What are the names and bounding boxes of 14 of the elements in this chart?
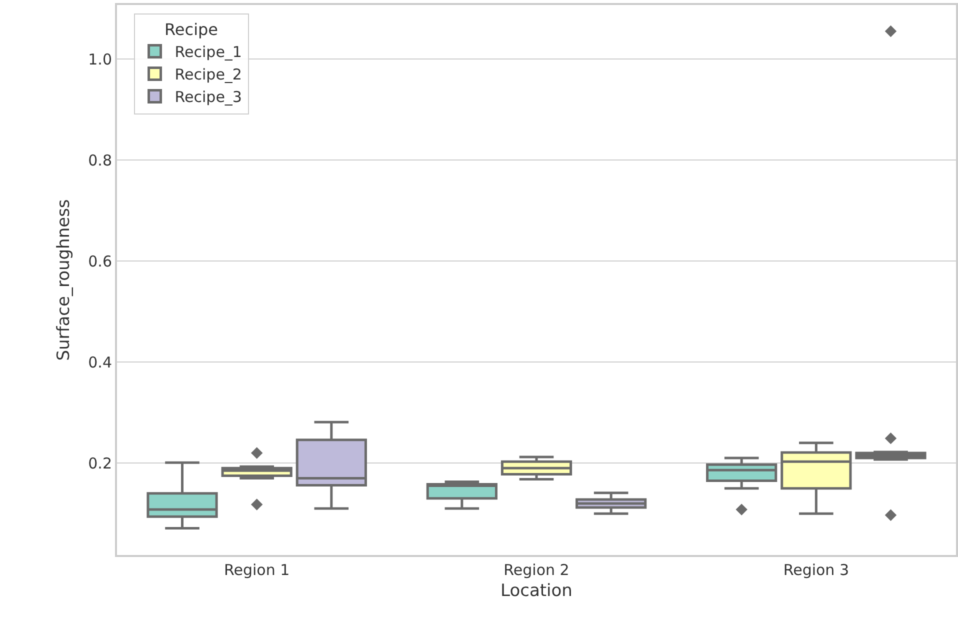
y-tick-label: 0.8 [88, 151, 112, 170]
y-tick-label: 0.2 [88, 454, 112, 472]
y-tick-label: 1.0 [88, 50, 112, 68]
x-tick-label: Region 2 [504, 561, 570, 579]
legend-label: Recipe_3 [174, 88, 242, 106]
y-tick-label: 0.4 [88, 353, 112, 372]
y-tick-label: 0.6 [88, 252, 112, 270]
x-axis-title: Location [500, 580, 572, 601]
legend-label: Recipe_2 [174, 66, 242, 84]
x-tick-label: Region 3 [783, 561, 850, 579]
x-tick-label: Region 1 [224, 561, 290, 579]
legend-title: Recipe [164, 20, 218, 40]
legend-label: Recipe_1 [174, 43, 242, 62]
y-axis-title: Surface_roughness [54, 199, 74, 361]
